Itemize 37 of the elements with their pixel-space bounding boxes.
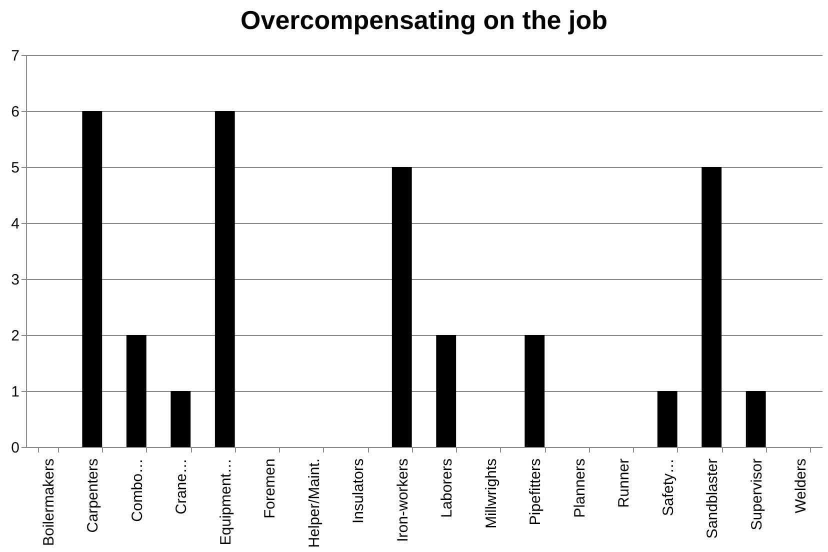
- y-tick-label: 6: [11, 104, 20, 120]
- chart-title: Overcompensating on the job: [240, 5, 608, 35]
- x-tick-label: Runner: [616, 458, 633, 508]
- bar: [524, 335, 545, 447]
- bar: [126, 335, 146, 447]
- x-tick-label: Crane…: [173, 458, 190, 514]
- y-tick-label: 5: [11, 160, 20, 176]
- x-tick-label: Welders: [792, 458, 810, 514]
- bar: [702, 167, 722, 447]
- x-tick-label: Carpenters: [84, 458, 102, 533]
- bar: [82, 111, 102, 447]
- x-tick-label: Planners: [571, 458, 588, 518]
- x-tick-label: Equipment…: [217, 458, 234, 546]
- x-tick-label: Iron-workers: [394, 458, 412, 542]
- bar: [436, 335, 456, 447]
- y-tick-label: 0: [11, 440, 20, 456]
- x-tick-label: Foremen: [262, 458, 279, 519]
- bar: [657, 391, 678, 447]
- x-tick-label: Pipefitters: [527, 458, 544, 526]
- bar: [214, 111, 235, 447]
- bar: [170, 391, 191, 447]
- y-tick-label: 3: [11, 272, 20, 288]
- x-tick-label: Supervisor: [748, 458, 766, 530]
- x-tick-label: Helper/Maint.: [306, 458, 323, 548]
- x-tick-label: Sandblaster: [704, 458, 722, 539]
- bar: [746, 391, 766, 447]
- x-tick-label: Laborers: [438, 458, 456, 518]
- y-tick-label: 7: [11, 48, 20, 64]
- y-tick-label: 4: [11, 216, 20, 232]
- x-tick-label: Safety…: [660, 458, 677, 516]
- y-tick-label: 2: [11, 328, 20, 344]
- x-tick-label: Insulators: [350, 458, 368, 524]
- y-tick-label: 1: [11, 384, 20, 400]
- x-tick-label: Boilermakers: [40, 458, 58, 546]
- x-tick-label: Combo…: [128, 458, 146, 522]
- bar: [392, 167, 412, 447]
- x-tick-label: Millwrights: [482, 458, 500, 529]
